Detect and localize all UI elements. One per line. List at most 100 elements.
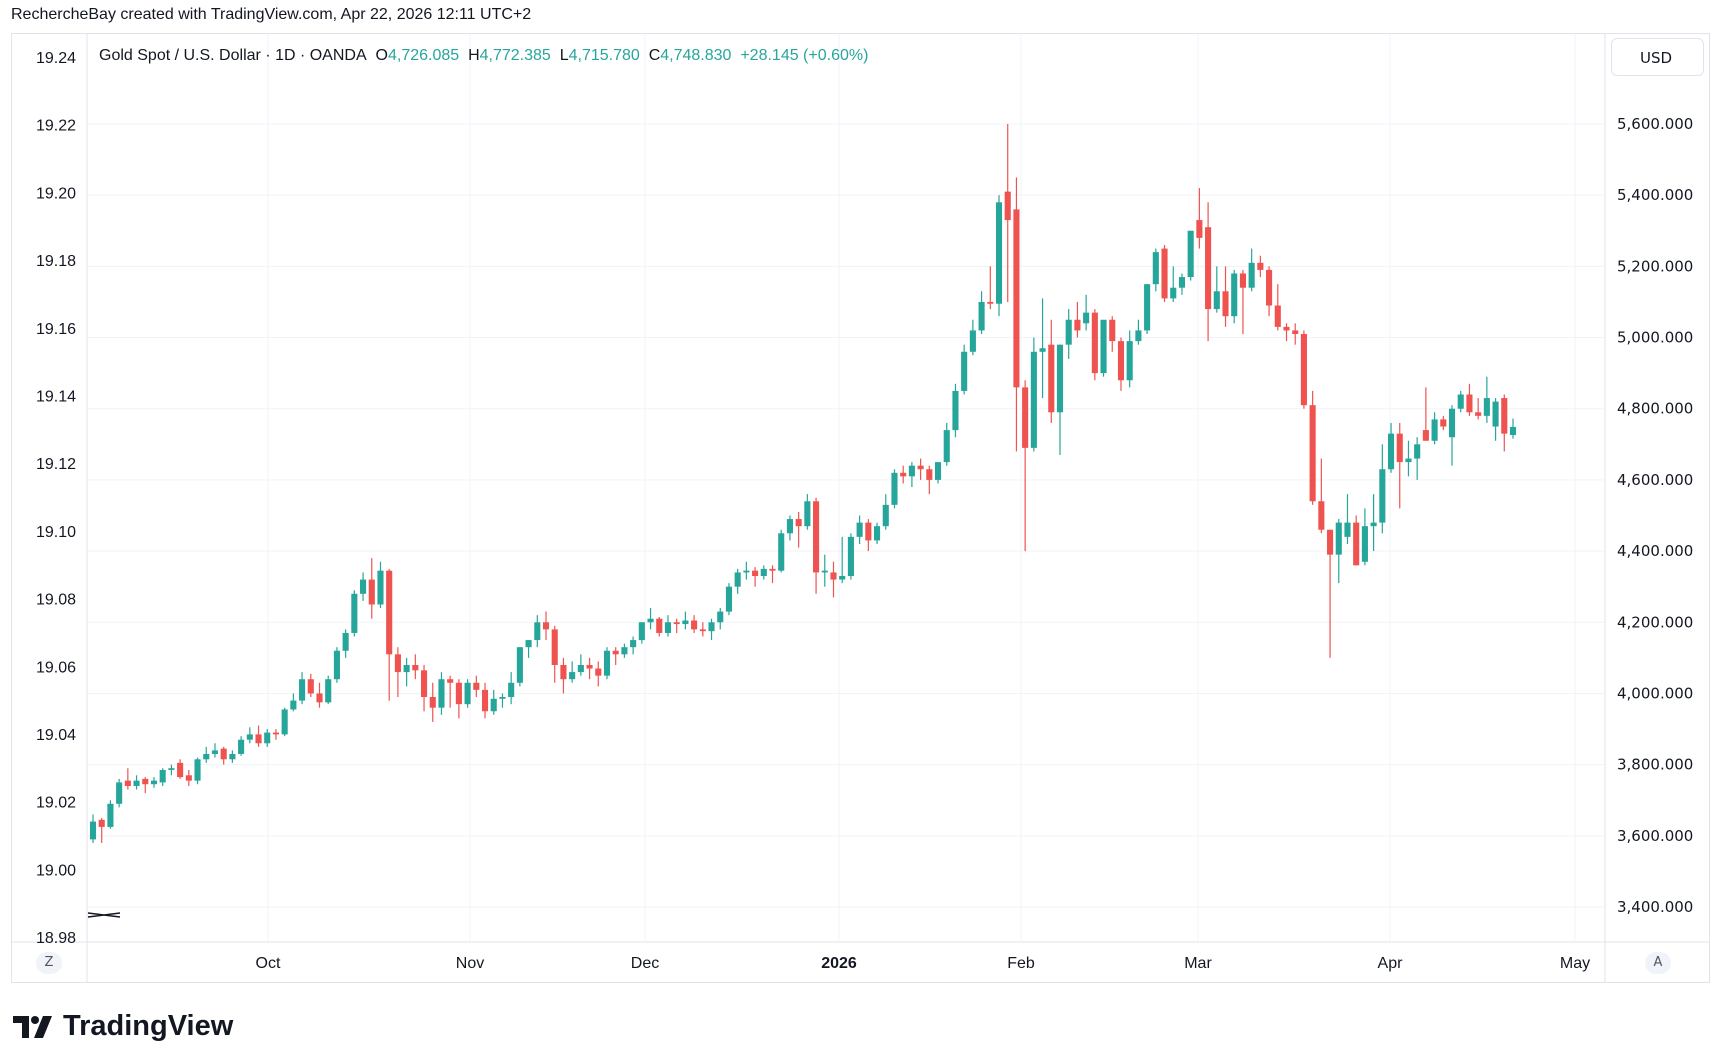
candle-up (856, 522, 863, 537)
left-axis-tick-label: 19.08 (36, 592, 76, 609)
candle-up (1065, 319, 1072, 345)
time-axis-tick-label: Mar (1184, 955, 1212, 972)
candle-up (203, 753, 210, 760)
candle-up (882, 504, 889, 527)
candle-up (351, 593, 358, 633)
candle-down (1466, 394, 1473, 413)
left-axis-tick-label: 19.10 (36, 524, 76, 541)
candle-down (752, 570, 759, 577)
candle-up (168, 768, 175, 770)
candle-up (1370, 522, 1377, 527)
candle-up (325, 679, 332, 703)
candle-up (281, 709, 288, 735)
candle-up (778, 533, 785, 571)
candle-down (595, 668, 602, 676)
candle-up (638, 622, 645, 641)
left-axis-tick-label: 19.06 (36, 659, 76, 676)
candle-down (1074, 319, 1081, 331)
candle-up (821, 570, 828, 573)
right-axis-tick-label: 4,200.000 (1617, 613, 1693, 631)
auto-scale-button[interactable]: A (1645, 952, 1671, 974)
candle-up (1431, 419, 1438, 441)
candle-down (987, 301, 994, 304)
candle-up (264, 732, 271, 744)
candle-up (1335, 522, 1342, 555)
candle-up (1448, 408, 1456, 438)
candle-up (403, 664, 410, 673)
time-axis-tick-label: Dec (631, 955, 659, 972)
candle-up (760, 568, 767, 577)
high-label: H (468, 47, 480, 64)
candle-up (569, 672, 576, 680)
candle-up (847, 536, 854, 577)
brand-name: TradingView (63, 1010, 234, 1042)
candle-up (246, 734, 253, 740)
zoom-reset-button[interactable]: Z (36, 952, 62, 974)
candle-up (525, 640, 532, 648)
right-axis-tick-label: 4,600.000 (1617, 471, 1693, 489)
candle-up (333, 650, 340, 680)
candle-down (394, 654, 401, 673)
left-axis-tick-label: 19.20 (36, 185, 76, 202)
right-axis-tick-label: 5,000.000 (1617, 329, 1693, 347)
candle-down (1013, 209, 1020, 388)
candle-up (464, 682, 471, 705)
open-value: 4,726.085 (387, 47, 460, 64)
candle-down (1318, 501, 1325, 530)
candle-up (804, 501, 811, 527)
candle-up (786, 519, 793, 534)
symbol-title[interactable]: Gold Spot / U.S. Dollar · 1D · OANDA (99, 47, 367, 64)
left-axis-tick-label: 19.00 (36, 862, 76, 879)
candle-up (1213, 291, 1220, 310)
right-axis-tick-label: 5,200.000 (1617, 257, 1693, 275)
candle-up (969, 330, 976, 352)
right-axis-tick-label: 3,400.000 (1617, 898, 1693, 916)
time-axis-tick-label: Nov (456, 955, 484, 972)
candle-up (743, 570, 750, 573)
candle-down (1300, 333, 1307, 406)
candle-up (1231, 273, 1238, 317)
right-axis-tick-label: 4,000.000 (1617, 684, 1693, 702)
candle-up (577, 664, 584, 673)
candle-down (691, 620, 698, 630)
candle-down (560, 664, 567, 680)
candle-up (1083, 312, 1090, 324)
candle-up (360, 579, 367, 594)
right-axis-tick-label: 3,800.000 (1617, 756, 1693, 774)
candle-down (1353, 522, 1360, 566)
candle-down (420, 670, 428, 698)
candle-up (133, 780, 140, 786)
candle-down (473, 682, 480, 690)
candle-up (1457, 394, 1464, 409)
low-label: L (559, 47, 569, 64)
candle-up (1135, 330, 1142, 342)
candle-down (368, 579, 375, 605)
left-axis-tick-label: 19.14 (36, 389, 76, 406)
candle-down (185, 775, 192, 781)
time-axis-tick-label: 2026 (821, 955, 857, 972)
close-value: 4,748.830 (660, 47, 732, 64)
left-axis-tick-label: 19.24 (36, 50, 76, 67)
candle-up (734, 572, 741, 587)
candle-up (708, 622, 715, 632)
candle-down (272, 732, 279, 735)
candle-up (603, 650, 611, 676)
candle-up (1492, 401, 1499, 427)
candle-down (1309, 405, 1316, 502)
candle-up (1405, 458, 1412, 463)
candle-up (107, 803, 114, 827)
candle-up (1344, 522, 1351, 537)
candle-down (220, 748, 227, 760)
candle-down (830, 572, 837, 580)
candle-up (1126, 341, 1133, 381)
candle-down (1327, 529, 1334, 555)
left-axis-tick-label: 19.18 (36, 253, 76, 270)
currency-button[interactable]: USD (1611, 38, 1704, 76)
left-axis-tick-label: 19.04 (36, 727, 76, 744)
candle-up (891, 472, 898, 505)
candle-down (98, 819, 105, 827)
candle-down (1257, 262, 1264, 270)
candle-up (159, 769, 166, 783)
candle-down (1440, 419, 1447, 427)
